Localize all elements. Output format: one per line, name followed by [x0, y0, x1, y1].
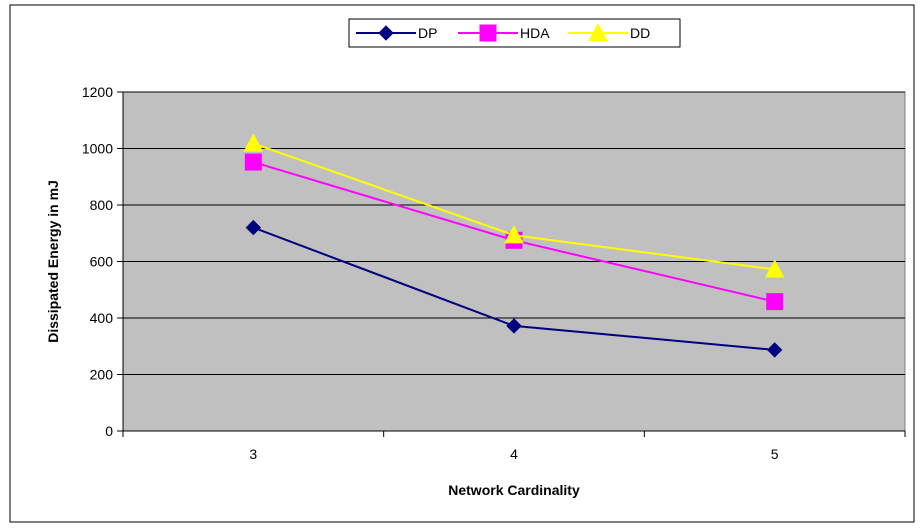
- y-tick-label: 1000: [82, 141, 113, 157]
- series-layer: [243, 133, 785, 358]
- data-point: [766, 293, 784, 311]
- x-tick-label: 5: [771, 446, 779, 462]
- series-dp: [245, 219, 783, 358]
- legend-entry: DP: [356, 25, 437, 41]
- data-point: [245, 219, 262, 236]
- legend-label: HDA: [520, 25, 550, 41]
- data-point: [243, 133, 264, 152]
- y-tick-label: 800: [90, 197, 114, 213]
- x-tick-label: 4: [510, 446, 518, 462]
- legend-label: DP: [418, 25, 437, 41]
- x-axis-label: Network Cardinality: [448, 482, 580, 498]
- legend: DP HDA DD: [348, 18, 681, 48]
- data-point: [506, 318, 522, 334]
- data-point: [244, 153, 262, 171]
- data-point: [504, 225, 524, 244]
- legend-marker: [588, 22, 608, 42]
- x-tick-label: 3: [249, 446, 257, 462]
- legend-marker: [378, 25, 394, 41]
- y-tick-label: 0: [105, 423, 113, 439]
- series-dd: [243, 133, 785, 278]
- legend-entry: DD: [568, 22, 650, 42]
- legend-label: DD: [630, 25, 650, 41]
- legend-marker: [479, 24, 497, 42]
- legend-entry: HDA: [458, 24, 550, 42]
- axes: 0 200 400 600 800 1000 1200 3 4 5: [82, 84, 906, 462]
- y-tick-label: 1200: [82, 84, 113, 100]
- y-tick-label: 200: [90, 367, 114, 383]
- y-axis-label: Dissipated Energy in mJ: [45, 180, 61, 343]
- y-tick-label: 600: [90, 254, 114, 270]
- data-point: [766, 342, 783, 358]
- y-tick-label: 400: [90, 310, 114, 326]
- data-point: [764, 259, 785, 278]
